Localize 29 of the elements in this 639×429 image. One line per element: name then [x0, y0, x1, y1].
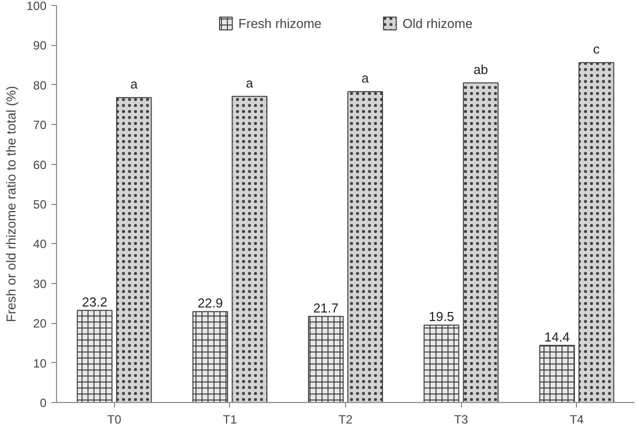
y-tick-label: 70: [33, 118, 47, 132]
y-tick-label: 40: [33, 237, 47, 252]
data-label: 19.5: [428, 309, 454, 324]
x-tick-label: T3: [454, 412, 468, 426]
y-tick-label: 20: [33, 316, 47, 331]
annotation: a: [130, 76, 138, 92]
y-tick-label: 0: [40, 396, 47, 410]
annotation: a: [362, 70, 370, 86]
data-label: 14.4: [544, 329, 570, 344]
annotation: c: [593, 42, 600, 57]
y-tick-label: 50: [33, 198, 47, 212]
legend-label: Old rhizome: [402, 16, 473, 30]
y-tick-label: 90: [33, 38, 47, 53]
y-tick-label: 80: [33, 78, 47, 92]
data-label: 22.9: [198, 296, 223, 311]
y-tick-label: 30: [33, 276, 47, 291]
legend-label: Fresh rhizome: [238, 16, 322, 30]
y-tick-label: 10: [33, 356, 47, 370]
y-axis-title: Fresh or old rhizome ratio to the total (%): [3, 86, 18, 322]
data-label: 23.2: [82, 294, 108, 310]
data-label: 21.7: [313, 300, 339, 316]
x-tick-label: T2: [338, 412, 353, 426]
annotation: a: [246, 75, 254, 90]
y-tick-label: 100: [26, 0, 47, 13]
x-tick-label: T4: [570, 412, 584, 426]
x-tick-label: T1: [222, 412, 238, 426]
x-tick-label: T0: [107, 412, 122, 426]
annotation: ab: [474, 62, 488, 77]
y-tick-label: 60: [33, 158, 47, 172]
